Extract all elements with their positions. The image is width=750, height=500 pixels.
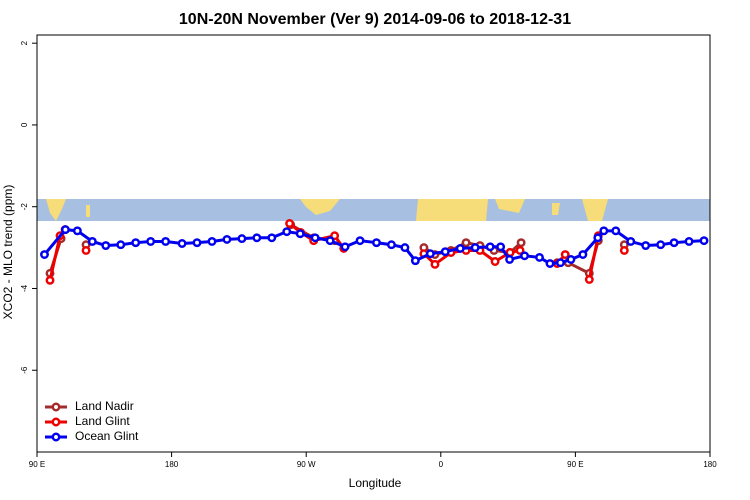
point (282, 227, 292, 237)
point (72, 226, 82, 236)
point (177, 239, 187, 248)
series-line (50, 223, 624, 280)
point (490, 257, 500, 266)
legend-label: Ocean Glint (75, 429, 139, 443)
point (340, 242, 350, 252)
point (455, 243, 465, 253)
point (310, 233, 320, 243)
point (440, 247, 450, 257)
point (430, 259, 440, 269)
point (425, 249, 435, 259)
point (485, 242, 495, 252)
point (505, 254, 515, 264)
point (101, 241, 111, 250)
legend-label: Land Glint (75, 414, 130, 428)
point (619, 246, 629, 255)
point (461, 238, 471, 248)
y-tick-label: 2 (20, 40, 29, 45)
point (81, 246, 91, 255)
point (626, 237, 636, 246)
point (237, 234, 247, 244)
land-shape (46, 199, 66, 221)
point (386, 240, 396, 250)
land-shape (86, 205, 90, 217)
legend-marker (51, 402, 61, 412)
plot-frame (36, 34, 711, 453)
point (669, 238, 679, 248)
y-tick-label: -2 (20, 203, 29, 211)
x-axis-label: Longitude (349, 476, 402, 490)
x-tick-label: 0 (439, 460, 444, 469)
point (355, 236, 365, 246)
legend-label: Land Nadir (75, 399, 134, 413)
legend-marker (51, 432, 61, 442)
point (641, 241, 651, 250)
point (116, 240, 126, 250)
point (496, 242, 506, 252)
point (560, 250, 570, 259)
point (535, 252, 544, 262)
point (520, 251, 530, 261)
ocean-strip (37, 199, 710, 221)
map-band (37, 199, 710, 221)
y-tick-label: -6 (20, 366, 29, 374)
point (699, 236, 709, 246)
series-line (50, 225, 624, 274)
point (267, 233, 277, 243)
point (285, 219, 295, 228)
point (146, 237, 156, 246)
point (584, 275, 594, 284)
point (555, 258, 565, 268)
point (656, 240, 666, 250)
point (566, 254, 576, 264)
point (599, 226, 609, 236)
point (545, 259, 555, 268)
land-shape (300, 199, 340, 215)
x-tick-label: 180 (703, 460, 717, 469)
point (400, 243, 410, 253)
land-shape (416, 199, 488, 221)
y-tick-label: 0 (20, 122, 29, 127)
point (611, 226, 621, 236)
point (684, 237, 694, 246)
point (45, 275, 55, 285)
point (161, 237, 171, 246)
y-tick-label: -4 (20, 284, 29, 292)
land-shape (552, 203, 560, 215)
land-shape (495, 199, 525, 213)
point (60, 225, 70, 235)
point (515, 246, 525, 255)
point (40, 250, 49, 259)
point (222, 234, 232, 244)
point (372, 238, 381, 248)
x-tick-label: 90 E (29, 460, 45, 469)
x-tick-label: 180 (165, 460, 179, 469)
point (578, 250, 588, 259)
point (207, 237, 217, 246)
chart-title: 10N-20N November (Ver 9) 2014-09-06 to 2… (179, 11, 571, 28)
point (516, 238, 526, 248)
point (325, 236, 335, 246)
y-axis-label: XCO2 - MLO trend (ppm) (1, 185, 15, 320)
land-shape (582, 199, 608, 221)
point (295, 229, 305, 239)
point (87, 237, 97, 246)
x-tick-label: 90 W (297, 460, 316, 469)
point (470, 243, 480, 253)
point (192, 238, 202, 248)
point (131, 238, 141, 248)
x-tick-label: 90 E (567, 460, 583, 469)
legend-marker (51, 417, 61, 427)
point (410, 256, 420, 266)
point (593, 233, 603, 243)
point (252, 233, 262, 243)
